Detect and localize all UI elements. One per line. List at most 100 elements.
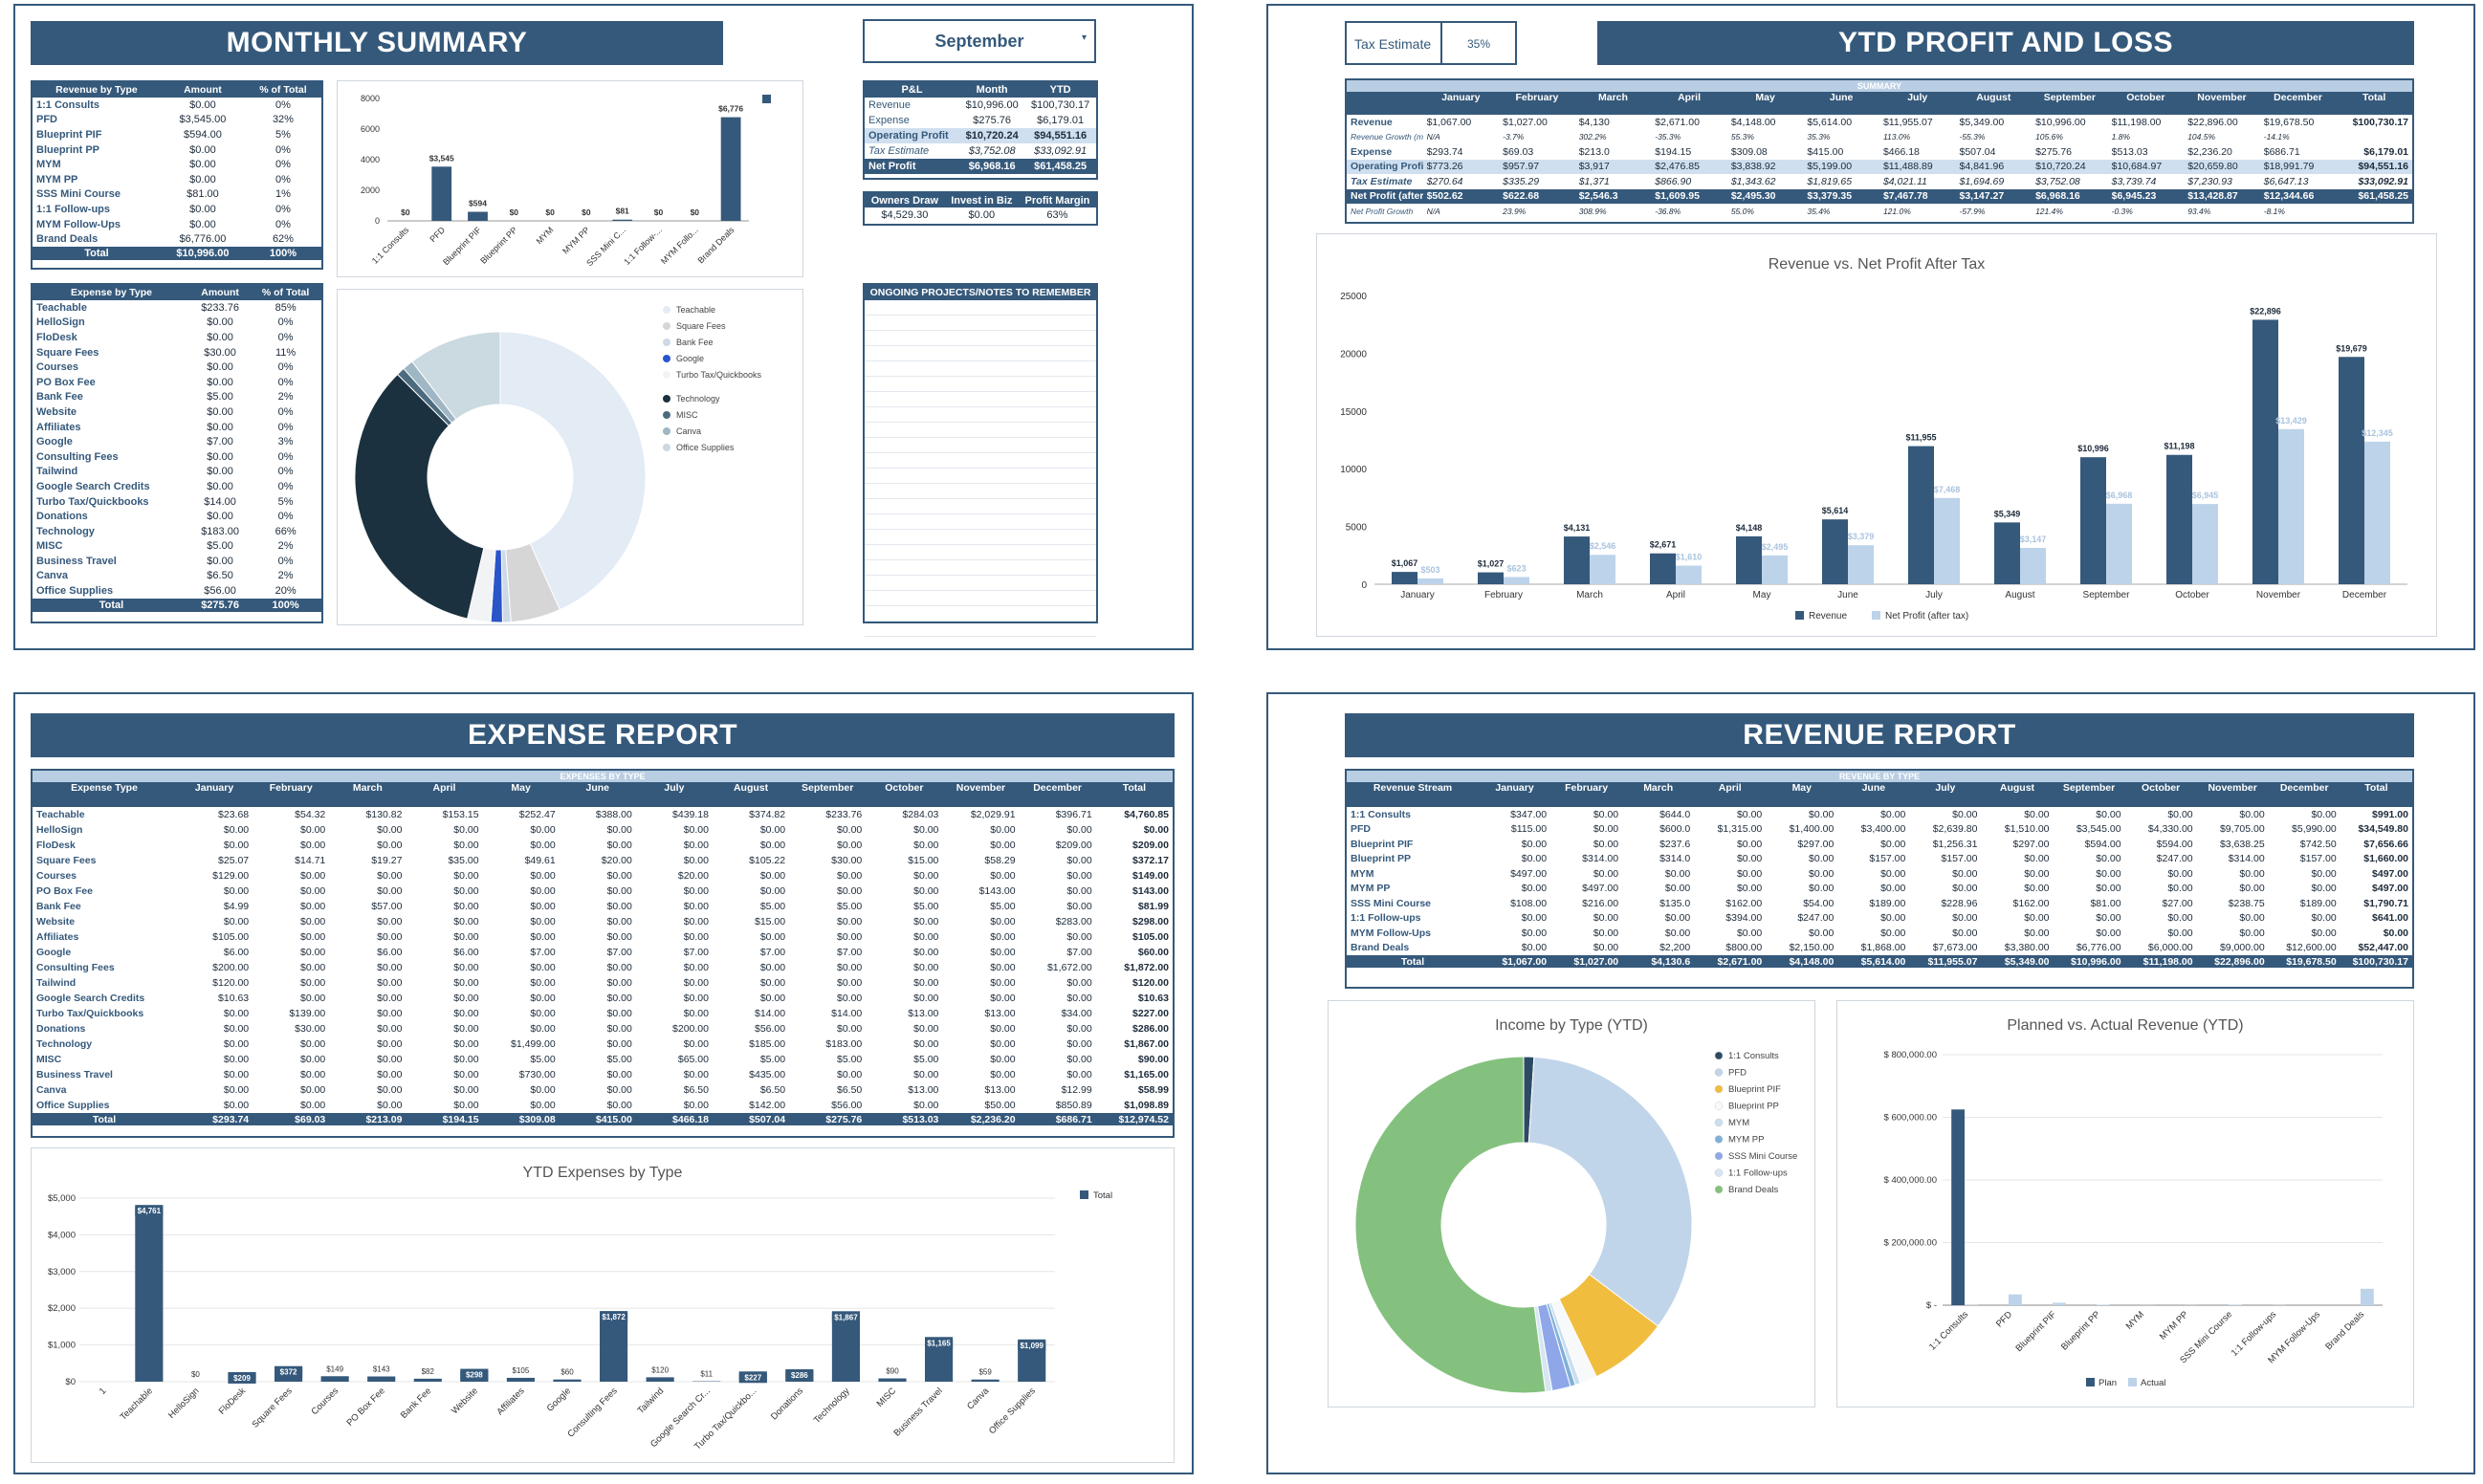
x-tick-label: 1 [98,1386,109,1397]
table-cell: -0.3% [2111,206,2133,216]
bar-revenue [1392,572,1417,584]
table-header-row: Expense Type January February March April May… [33,782,1173,807]
legend-marker [1714,1185,1724,1194]
table-cell: $56.00 [204,585,236,598]
note-line[interactable] [865,514,1096,530]
note-line[interactable] [865,591,1096,606]
table-cell: $0.00 [1952,927,1978,939]
tax-estimate-box[interactable]: Tax Estimate 35% [1345,21,1517,65]
total-cell: $309.08 [482,1113,560,1125]
table-row: MYM $497.00 $0.00 $0.00 $0.00 $0.00 $0.00 $0.00… [1347,866,2412,882]
note-line[interactable] [865,300,1096,316]
note-line[interactable] [865,316,1096,331]
table-cell: $216.00 [1582,897,1619,909]
x-tick-label: Office Supplies [987,1386,1038,1436]
table-cell: $0.00 [530,931,556,943]
table-cell: 0% [277,511,294,523]
table-header-row: P&L Month YTD [865,82,1096,98]
total-cell: $293.74 [176,1113,253,1125]
tax-estimate-value[interactable]: 35% [1466,37,1491,51]
column-header: November [2196,782,2269,807]
data-label: $4,131 [1564,523,1591,533]
row-label: Blueprint PIF [1351,838,1414,850]
donut-slice [499,331,647,611]
data-label: $120 [651,1365,669,1374]
data-label-bg [785,1369,814,1382]
note-line[interactable] [865,438,1096,453]
legend-label: Brand Deals [1728,1185,1779,1195]
note-line[interactable] [865,499,1096,514]
table-cell: $3,739.74 [2111,175,2157,187]
data-label: $594 [469,198,487,207]
y-tick-label: $0 [65,1377,76,1387]
bar-net-profit [2192,504,2218,584]
total-cell: $466.18 [635,1113,713,1125]
table-cell [2336,204,2412,219]
note-line[interactable] [865,346,1096,361]
table-cell: $25.07 [218,855,250,866]
table-cell: 63% [1046,208,1068,221]
table-cell: $7.00 [207,436,233,448]
table-cell: $3,545.00 [179,114,227,126]
month-selector[interactable]: September ▾ [863,19,1096,63]
table-cell: $0.00 [453,840,479,851]
table-cell: $6,968.16 [2035,190,2080,203]
table-cell: $372.17 [1132,855,1169,866]
notes-panel[interactable]: ONGOING PROJECTS/NOTES TO REMEMBER [863,283,1098,637]
table-cell: 0% [275,203,291,215]
table-cell: $7,673.00 [1932,942,1978,954]
table-cell: $4,021.11 [1882,175,1927,187]
note-line[interactable] [865,407,1096,423]
table-cell: $5.00 [913,1054,939,1065]
table-cell: $183.00 [201,525,239,537]
table-cell: $33,092.91 [2358,175,2408,187]
x-tick-label: PFD [1994,1309,2014,1329]
note-line[interactable] [865,545,1096,560]
note-line[interactable] [865,423,1096,438]
column-header: YTD [1024,82,1096,98]
note-line[interactable] [865,530,1096,545]
table-cell: $0.00 [836,931,863,943]
x-tick-label: MYM [2124,1309,2147,1332]
table-cell: $0.00 [1809,853,1835,865]
legend-label: 1:1 Consults [1728,1051,1779,1061]
column-header: October [2107,92,2185,115]
column-header: June [559,782,636,807]
table-cell: $54.00 [1803,897,1835,909]
note-line[interactable] [865,560,1096,576]
table-row: PO Box Fee $0.00 0% [33,375,321,390]
income-by-type-card: Income by Type (YTD) 1:1 Consults PFD Bluep… [1328,1000,1815,1408]
table-cell: $20.00 [677,870,709,882]
table-row: FloDesk $0.00 $0.00 $0.00 $0.00 $0.00 $0.00 $0.… [33,838,1173,853]
note-line[interactable] [865,377,1096,392]
table-cell: $60.00 [1137,947,1169,958]
note-line[interactable] [865,331,1096,346]
row-label: Operating Profit [868,130,949,142]
table-row: FloDesk $0.00 0% [33,330,321,345]
ytd-expenses-chart-card: YTD Expenses by Type $0 $1,000 $2,000 $3,000… [31,1147,1175,1463]
table-cell: $0.00 [1880,867,1906,880]
total-cell: 100% [244,246,321,260]
note-line[interactable] [865,606,1096,622]
data-label: $1,165 [927,1339,951,1347]
table-cell: $149.00 [1132,870,1169,882]
note-line[interactable] [865,361,1096,377]
table-cell: $185.00 [749,1038,786,1050]
table-cell: $0.00 [453,977,479,989]
x-tick-label: Brand Deals [695,225,736,265]
table-cell: $0.00 [300,901,326,912]
total-cell: $513.03 [866,1113,943,1125]
note-line[interactable] [865,576,1096,591]
bar-net-profit [2106,503,2132,584]
note-line[interactable] [865,392,1096,407]
table-cell: $233.76 [201,301,239,314]
note-line[interactable] [865,484,1096,499]
column-header: March [1622,782,1695,807]
table-cell: $0.00 [453,993,479,1004]
note-line[interactable] [865,453,1096,469]
note-line[interactable] [865,622,1096,637]
row-label: Turbo Tax/Quickbooks [36,495,149,508]
table-cell: $0.00 [189,173,216,186]
table-cell: $270.64 [1426,175,1463,187]
note-line[interactable] [865,469,1096,484]
